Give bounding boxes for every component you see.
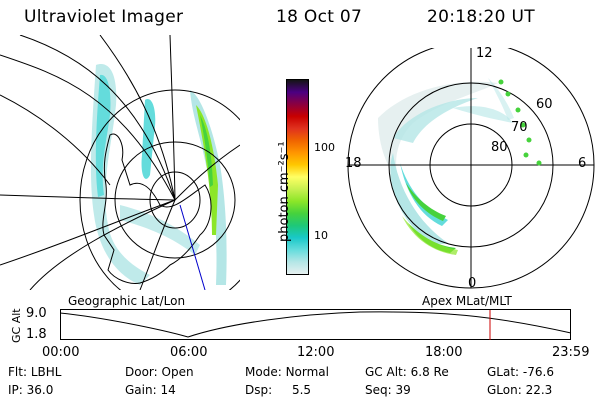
status-door: Door: Open <box>125 365 194 379</box>
colorbar-tick-100: 100 <box>314 141 335 154</box>
timeline-axis-title: GC Alt <box>10 308 23 343</box>
status-ip: IP: 36.0 <box>8 383 53 397</box>
mlat-label-70: 70 <box>511 120 528 135</box>
status-seq-label: Seq: <box>365 383 392 397</box>
aurora-emission-right <box>378 78 514 255</box>
status-gc-alt-label: GC Alt: <box>365 365 407 379</box>
altitude-timeline <box>60 309 572 340</box>
status-glat: GLat: -76.6 <box>487 365 554 379</box>
status-gain: Gain: 14 <box>125 383 176 397</box>
status-ip-value: 36.0 <box>26 383 54 397</box>
instrument-title: Ultraviolet Imager <box>24 7 184 27</box>
colorbar-tick-10: 10 <box>314 229 328 242</box>
status-glon-label: GLon: <box>487 383 522 397</box>
status-seq: Seq: 39 <box>365 383 411 397</box>
timeline-xtick-0600: 06:00 <box>170 345 208 360</box>
auroral-points <box>498 79 542 166</box>
mlt-label-0: 0 <box>468 276 477 291</box>
left-panel-label: Geographic Lat/Lon <box>68 294 186 308</box>
status-mode: Mode: Normal <box>245 365 329 379</box>
status-glat-label: GLat: <box>487 365 520 379</box>
time-label: 20:18:20 UT <box>427 7 535 27</box>
status-ip-label: IP: <box>8 383 23 397</box>
right-panel-label: Apex MLat/MLT <box>422 294 512 308</box>
colorbar-gradient <box>287 80 308 274</box>
status-filter-label: Flt: <box>8 365 27 379</box>
status-door-label: Door: <box>125 365 158 379</box>
status-gc-alt: GC Alt: 6.8 Re <box>365 365 449 379</box>
mlt-label-6: 6 <box>578 156 587 171</box>
status-seq-value: 39 <box>395 383 411 397</box>
status-dsp-label: Dsp: <box>245 383 273 397</box>
mlt-label-12: 12 <box>476 46 493 61</box>
status-mode-value: Normal <box>285 365 329 379</box>
mlat-label-60: 60 <box>536 97 553 112</box>
status-filter-value: LBHL <box>30 365 62 379</box>
timeline-ytick-9: 9.0 <box>26 306 47 321</box>
status-gain-value: 14 <box>160 383 176 397</box>
mlat-label-80: 80 <box>491 140 508 155</box>
status-gain-label: Gain: <box>125 383 157 397</box>
status-filter: Flt: LBHL <box>8 365 61 379</box>
status-dsp-value: 5.5 <box>291 383 312 397</box>
status-door-value: Open <box>161 365 194 379</box>
status-glon: GLon: 22.3 <box>487 383 552 397</box>
colorbar <box>286 79 309 275</box>
geographic-map <box>0 35 240 290</box>
status-glon-value: 22.3 <box>525 383 553 397</box>
altitude-curve <box>60 311 572 338</box>
colorbar-unit-label: photon cm⁻²s⁻¹ <box>277 141 292 242</box>
status-glat-value: -76.6 <box>522 365 554 379</box>
status-dsp: Dsp: 5.5 <box>245 383 311 397</box>
timeline-xtick-2359: 23:59 <box>552 345 590 360</box>
aurora-emission-left <box>90 64 227 286</box>
timeline-xtick-0000: 00:00 <box>42 345 80 360</box>
timeline-xtick-1200: 12:00 <box>297 345 335 360</box>
status-gc-alt-value: 6.8 Re <box>410 365 449 379</box>
status-mode-label: Mode: <box>245 365 282 379</box>
timeline-xtick-1800: 18:00 <box>425 345 463 360</box>
polar-plot <box>347 48 595 289</box>
date-label: 18 Oct 07 <box>276 7 363 27</box>
timeline-ytick-1-8: 1.8 <box>26 327 47 342</box>
mlt-label-18: 18 <box>345 156 362 171</box>
